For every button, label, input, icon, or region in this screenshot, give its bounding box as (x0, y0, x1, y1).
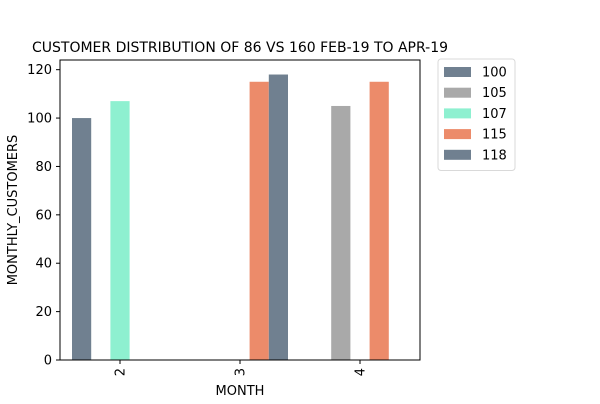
y-tick-label-100: 100 (27, 112, 52, 127)
x-tick-label-2: 2 (114, 368, 129, 376)
bar-100-month-2 (72, 118, 92, 360)
legend-swatch-115 (444, 129, 471, 140)
legend-label-105: 105 (482, 86, 507, 101)
chart-title: CUSTOMER DISTRIBUTION OF 86 VS 160 FEB-1… (32, 40, 448, 56)
bar-118-month-3 (268, 74, 288, 361)
bar-115-month-3 (249, 81, 269, 361)
y-tick-label-20: 20 (35, 305, 52, 320)
bar-115-month-4 (369, 81, 389, 361)
legend-swatch-100 (444, 67, 471, 77)
legend: 100 105 107 115 118 (437, 58, 516, 171)
y-axis-label: MONTHLY_CUSTOMERS (6, 135, 21, 286)
y-tick-label-0: 0 (44, 354, 52, 369)
legend-label-115: 115 (482, 128, 507, 143)
legend-label-100: 100 (482, 66, 507, 81)
x-axis-label: MONTH (216, 384, 265, 399)
legend-swatch-118 (444, 149, 471, 160)
y-tick-label-40: 40 (35, 257, 52, 272)
bar-107-month-2 (110, 101, 130, 360)
legend-label-107: 107 (482, 107, 507, 122)
y-tick-label-60: 60 (35, 208, 52, 223)
x-tick-label-4: 4 (354, 368, 369, 376)
y-tick-label-120: 120 (27, 63, 52, 78)
y-axis: 0 20 40 60 80 100 120 (27, 63, 60, 369)
bars-group (72, 74, 389, 361)
legend-swatch-107 (444, 108, 471, 119)
legend-label-118: 118 (482, 148, 507, 163)
legend-frame (437, 58, 516, 171)
legend-swatch-105 (444, 87, 471, 98)
bar-105-month-4 (331, 105, 351, 360)
x-tick-label-3: 3 (234, 368, 249, 376)
x-axis: 2 3 4 (114, 360, 369, 376)
y-tick-label-80: 80 (35, 160, 52, 175)
